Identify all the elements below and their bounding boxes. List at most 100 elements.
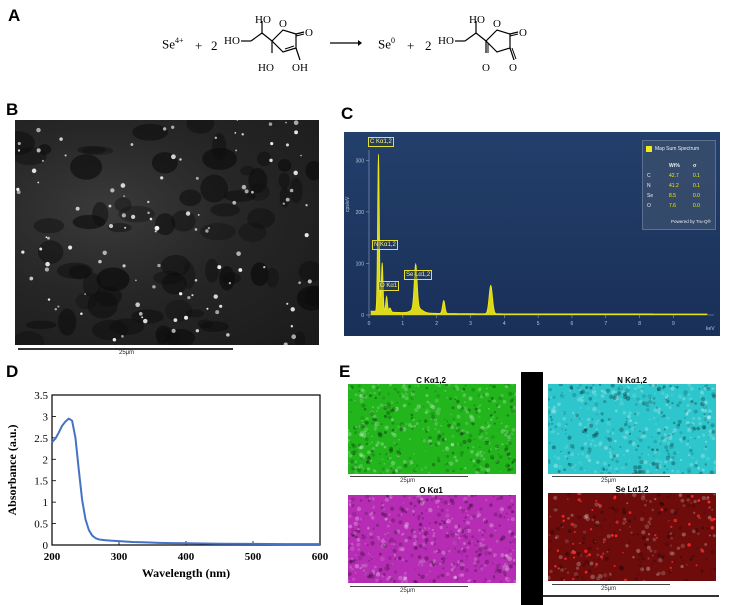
map-speckle <box>513 562 516 566</box>
map-speckle <box>646 469 650 474</box>
map-speckle <box>510 499 514 502</box>
eds-xtick-label: 6 <box>571 321 574 327</box>
map-speckle <box>380 442 384 446</box>
sem-dark-pore <box>107 222 132 233</box>
map-speckle <box>467 495 471 497</box>
map-speckle <box>379 403 384 408</box>
map-speckle <box>378 567 383 572</box>
map-speckle <box>398 575 403 581</box>
map-speckle <box>588 423 594 428</box>
map-speckle <box>413 453 416 456</box>
map-speckle <box>691 529 696 534</box>
map-speckle <box>652 537 657 542</box>
map-speckle <box>641 387 644 390</box>
map-speckle <box>628 419 633 423</box>
map-speckle <box>356 529 361 534</box>
map-speckle <box>427 426 430 429</box>
sem-dark-pore <box>154 213 176 236</box>
map-speckle <box>701 526 704 530</box>
map-speckle <box>445 468 450 473</box>
map-speckle <box>578 417 582 421</box>
map-speckle <box>404 396 409 401</box>
map-speckle <box>432 534 435 538</box>
map-speckle <box>436 441 441 446</box>
map-speckle <box>593 399 596 402</box>
eds-xtick-label: 5 <box>537 321 540 327</box>
se-hotspot <box>614 534 618 538</box>
map-speckle <box>396 466 399 468</box>
map-speckle <box>441 501 444 504</box>
map-speckle <box>601 558 603 560</box>
map-speckle <box>491 385 496 389</box>
map-speckle <box>506 433 509 435</box>
map-speckle <box>473 464 477 468</box>
map-speckle <box>564 429 567 431</box>
map-speckle <box>439 563 442 566</box>
map-speckle <box>632 555 635 559</box>
sem-bright-particle <box>135 279 137 282</box>
map-speckle <box>464 516 467 519</box>
map-speckle <box>361 389 366 394</box>
map-speckle <box>478 552 483 556</box>
map-speckle <box>483 545 488 550</box>
map-speckle <box>651 461 656 466</box>
map-speckle <box>618 385 623 391</box>
map-speckle <box>354 460 357 463</box>
legend-row-element: O <box>647 203 651 209</box>
map-speckle <box>380 423 383 426</box>
map-speckle <box>647 402 652 407</box>
map-speckle <box>707 412 711 416</box>
sem-bright-particle <box>21 250 25 254</box>
map-speckle <box>462 387 466 391</box>
map-speckle <box>369 571 374 577</box>
map-speckle <box>452 470 455 473</box>
map-speckle <box>669 385 672 388</box>
map-speckle <box>497 405 501 409</box>
map-speckle <box>432 579 437 583</box>
se-hotspot <box>564 557 567 560</box>
map-speckle <box>440 508 445 513</box>
map-speckle <box>456 549 461 554</box>
map-speckle <box>554 405 556 407</box>
map-speckle <box>472 561 477 566</box>
map-speckle <box>460 573 465 577</box>
map-scale-label-n: 25μm <box>601 478 617 484</box>
sem-scale-bar <box>18 348 233 350</box>
map-speckle <box>373 392 376 395</box>
map-speckle <box>471 535 475 539</box>
map-speckle <box>350 542 354 546</box>
map-speckle <box>467 408 471 413</box>
map-speckle <box>354 393 358 397</box>
map-speckle <box>591 384 595 387</box>
map-speckle <box>703 446 708 451</box>
map-speckle <box>584 427 588 432</box>
map-speckle <box>456 529 460 533</box>
se-hotspot <box>707 500 711 504</box>
sem-bright-particle <box>36 148 41 153</box>
map-speckle <box>671 551 675 556</box>
map-speckle <box>409 537 413 540</box>
map-speckle <box>433 537 437 541</box>
map-speckle <box>549 548 552 551</box>
map-speckle <box>670 509 675 514</box>
map-speckle <box>409 501 413 506</box>
map-speckle <box>489 533 494 538</box>
map-speckle <box>609 424 611 427</box>
map-texture <box>348 495 516 583</box>
map-speckle <box>704 445 708 449</box>
map-speckle <box>431 563 435 567</box>
map-speckle <box>456 399 460 404</box>
map-speckle <box>499 455 503 459</box>
map-speckle <box>425 498 429 502</box>
map-speckle <box>623 517 627 521</box>
map-speckle <box>564 567 567 570</box>
se-hotspot <box>628 511 632 514</box>
map-speckle <box>705 496 710 501</box>
map-speckle <box>400 424 404 427</box>
map-speckle <box>609 523 611 526</box>
map-speckle <box>695 459 698 462</box>
map-speckle <box>585 431 588 435</box>
map-speckle <box>485 426 488 430</box>
map-speckle <box>668 493 672 496</box>
